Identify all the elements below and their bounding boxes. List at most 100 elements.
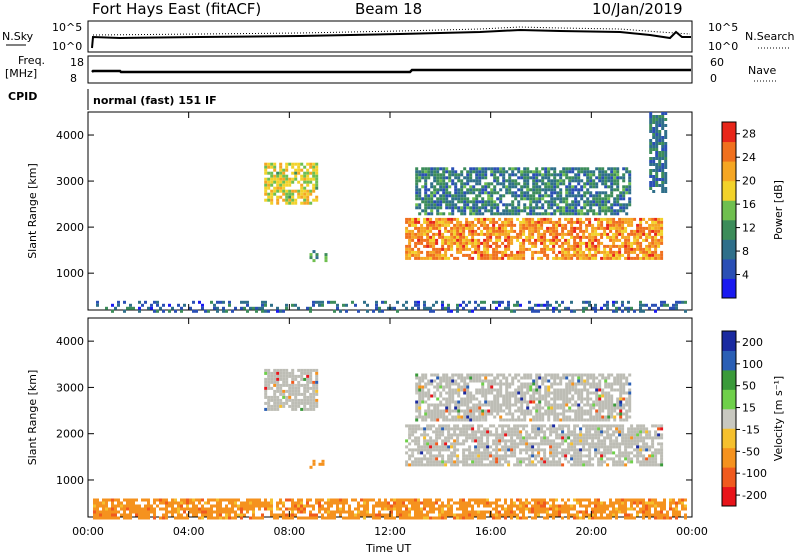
data-cell — [418, 400, 422, 404]
data-cell — [273, 392, 277, 396]
data-cell — [627, 223, 631, 227]
data-cell — [612, 309, 615, 313]
data-cell — [462, 226, 466, 230]
data-cell — [586, 197, 590, 201]
data-cell — [570, 439, 574, 443]
data-cell — [627, 232, 631, 236]
data-cell — [568, 176, 572, 180]
data-cell — [534, 238, 538, 242]
data-cell — [252, 507, 255, 511]
data-cell — [460, 418, 464, 422]
data-cell — [195, 510, 198, 514]
data-cell — [207, 513, 210, 517]
data-cell — [604, 182, 608, 186]
data-cell — [252, 513, 255, 517]
data-cell — [462, 424, 466, 428]
data-cell — [471, 220, 475, 224]
data-cell — [192, 498, 195, 502]
data-cell — [520, 176, 524, 180]
data-cell — [168, 501, 171, 505]
data-cell — [525, 451, 529, 455]
data-cell — [601, 200, 605, 204]
data-cell — [306, 386, 310, 390]
data-cell — [96, 303, 99, 307]
data-cell — [583, 403, 587, 407]
data-cell — [553, 173, 557, 177]
data-cell — [594, 235, 598, 239]
data-cell — [474, 229, 478, 233]
data-cell — [315, 371, 319, 375]
data-cell — [291, 165, 295, 169]
data-cell — [459, 229, 463, 233]
data-cell — [414, 220, 418, 224]
data-cell — [625, 418, 629, 422]
data-cell — [126, 516, 129, 520]
data-cell — [237, 498, 240, 502]
data-cell — [520, 194, 524, 198]
data-cell — [469, 397, 473, 401]
data-cell — [466, 176, 470, 180]
data-cell — [660, 424, 664, 428]
data-cell — [516, 250, 520, 254]
data-cell — [633, 454, 637, 458]
data-cell — [490, 170, 494, 174]
data-cell — [270, 198, 274, 202]
data-cell — [339, 510, 342, 514]
data-cell — [282, 192, 286, 196]
data-cell — [615, 226, 619, 230]
data-cell — [471, 433, 475, 437]
data-cell — [444, 460, 448, 464]
data-cell — [486, 238, 490, 242]
data-cell — [439, 379, 443, 383]
data-cell — [450, 247, 454, 251]
data-cell — [510, 241, 514, 245]
data-cell — [544, 212, 548, 216]
data-cell — [336, 303, 339, 307]
data-cell — [582, 433, 586, 437]
data-cell — [568, 388, 572, 392]
data-cell — [519, 250, 523, 254]
data-cell — [579, 253, 583, 257]
data-cell — [571, 382, 575, 386]
data-cell — [522, 223, 526, 227]
data-cell — [522, 253, 526, 257]
data-cell — [165, 510, 168, 514]
data-cell — [490, 379, 494, 383]
data-cell — [484, 167, 488, 171]
data-cell — [423, 427, 427, 431]
data-cell — [421, 379, 425, 383]
data-cell — [648, 226, 652, 230]
data-cell — [552, 220, 556, 224]
data-cell — [372, 513, 375, 517]
data-cell — [486, 451, 490, 455]
data-cell — [613, 406, 617, 410]
data-cell — [582, 220, 586, 224]
data-cell — [156, 303, 159, 307]
data-cell — [474, 217, 478, 221]
data-cell — [451, 382, 455, 386]
data-cell — [480, 457, 484, 461]
data-cell — [435, 256, 439, 260]
data-cell — [627, 442, 631, 446]
data-cell — [594, 256, 598, 260]
data-cell — [483, 244, 487, 248]
data-cell — [603, 460, 607, 464]
data-cell — [460, 409, 464, 413]
data-cell — [589, 194, 593, 198]
data-cell — [586, 179, 590, 183]
data-cell — [477, 454, 481, 458]
data-cell — [357, 516, 360, 520]
data-cell — [444, 463, 448, 467]
data-cell — [276, 501, 279, 505]
data-cell — [586, 394, 590, 398]
data-cell — [582, 250, 586, 254]
data-cell — [558, 427, 562, 431]
data-cell — [483, 300, 486, 304]
data-cell — [543, 303, 546, 307]
data-cell — [550, 194, 554, 198]
data-cell — [450, 238, 454, 242]
data-cell — [586, 200, 590, 204]
data-cell — [282, 168, 286, 172]
data-cell — [655, 145, 659, 148]
data-cell — [357, 504, 360, 508]
